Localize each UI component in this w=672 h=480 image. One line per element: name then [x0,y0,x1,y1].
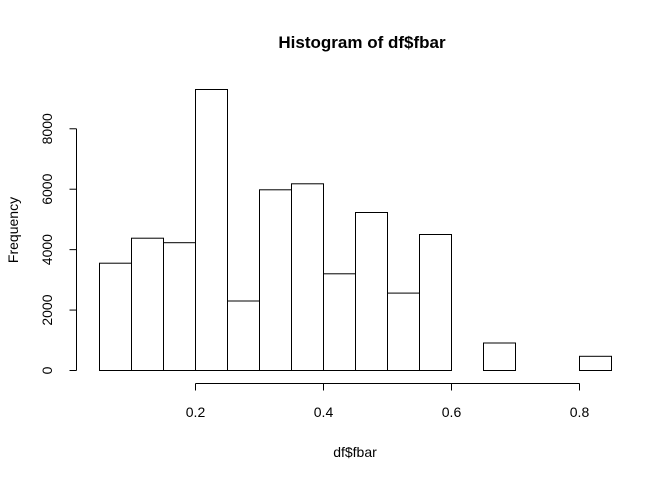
x-axis-label: df$fbar [333,444,377,460]
y-axis: 0 2000 4000 6000 8000 [39,113,77,374]
histogram-bar-6 [291,183,324,371]
y-tick-label-2: 4000 [39,234,55,265]
histogram-bar-15 [579,355,612,371]
histogram-bar-9 [387,292,420,372]
y-tick-label-4: 8000 [39,113,55,144]
x-axis: 0.2 0.4 0.6 0.8 [186,383,590,420]
bars-group [99,89,612,372]
histogram-bar-4 [227,300,260,371]
x-tick-label-2: 0.6 [442,404,462,420]
x-tick-label-1: 0.4 [314,404,334,420]
histogram-bar-2 [163,242,196,371]
chart-title: Histogram of df$fbar [278,33,446,52]
histogram-bar-7 [323,273,356,371]
histogram-bar-0 [99,262,132,372]
histogram-bar-12 [483,342,516,371]
histogram-bar-3 [195,89,228,371]
y-tick-label-3: 6000 [39,173,55,204]
x-tick-label-0: 0.2 [186,404,206,420]
y-tick-label-0: 0 [39,366,55,374]
histogram-bar-5 [259,189,292,371]
histogram-bar-8 [355,212,388,371]
y-axis-label: Frequency [5,197,21,263]
histogram-bar-10 [419,234,452,371]
histogram-bar-1 [131,237,164,371]
y-tick-label-1: 2000 [39,294,55,325]
x-tick-label-3: 0.8 [570,404,590,420]
